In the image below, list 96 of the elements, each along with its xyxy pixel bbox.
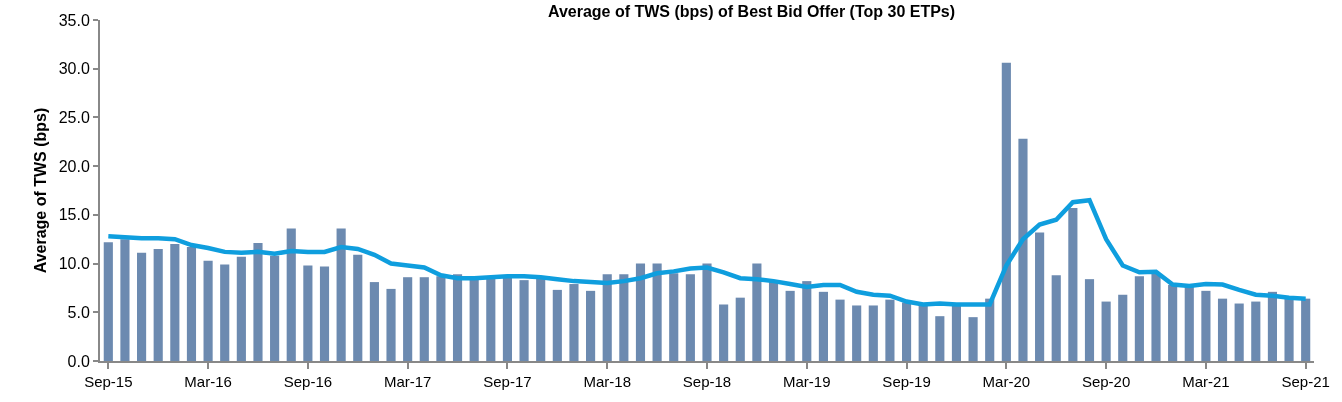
bar xyxy=(968,317,978,361)
bar xyxy=(951,304,962,361)
bar xyxy=(236,256,246,361)
x-tick-label: Sep-16 xyxy=(283,373,333,390)
x-tick-label: Mar-21 xyxy=(1182,373,1230,390)
bar xyxy=(403,277,413,361)
y-tick-label: 0.0 xyxy=(67,352,90,370)
bar xyxy=(186,247,197,361)
x-tick-label: Sep-19 xyxy=(882,373,931,390)
bar xyxy=(203,260,213,361)
y-tick-label: 25.0 xyxy=(58,109,90,127)
bar xyxy=(852,305,862,361)
bar xyxy=(137,252,147,361)
bar xyxy=(486,278,496,361)
bar xyxy=(1168,285,1178,361)
bar xyxy=(153,248,163,361)
x-tick-label: Mar-16 xyxy=(184,373,232,390)
bar xyxy=(1201,290,1211,361)
bar xyxy=(901,302,912,361)
bar xyxy=(935,316,945,361)
bar xyxy=(918,303,928,361)
bar xyxy=(419,277,429,361)
bar xyxy=(1251,301,1261,361)
bar xyxy=(619,274,629,361)
x-tick-label: Sep-17 xyxy=(483,373,532,390)
bar xyxy=(519,280,529,361)
bar xyxy=(685,274,695,361)
bar xyxy=(752,263,762,361)
y-tick-label: 30.0 xyxy=(58,60,90,78)
bar xyxy=(1068,208,1078,361)
bar xyxy=(319,266,330,361)
bar xyxy=(1301,298,1311,361)
bar xyxy=(1284,298,1294,361)
bar xyxy=(386,288,396,361)
bar xyxy=(635,263,646,361)
bar xyxy=(452,274,463,361)
bar xyxy=(669,273,679,361)
bar xyxy=(103,242,113,361)
bar xyxy=(1018,138,1028,361)
bar xyxy=(802,281,812,361)
x-tick-label: Sep-20 xyxy=(1081,373,1131,390)
bar xyxy=(818,291,828,361)
bar xyxy=(1118,294,1128,361)
line-series xyxy=(106,197,1308,307)
x-tick-label: Mar-17 xyxy=(383,373,432,390)
bar xyxy=(436,276,446,361)
x-tick-label: Sep-21 xyxy=(1281,373,1330,390)
bar xyxy=(768,282,779,361)
y-tick-label: 15.0 xyxy=(58,206,90,224)
bar xyxy=(253,243,263,361)
bar xyxy=(602,274,612,361)
x-tick-label: Mar-20 xyxy=(982,373,1031,390)
bar xyxy=(1184,285,1194,361)
bar xyxy=(735,297,745,361)
y-tick-label: 10.0 xyxy=(58,255,90,273)
x-tick-label: Mar-19 xyxy=(783,373,831,390)
bar xyxy=(469,278,479,361)
bar xyxy=(220,264,230,361)
bar xyxy=(719,304,729,361)
y-tick-label: 35.0 xyxy=(58,11,90,29)
x-tick-label: Sep-18 xyxy=(682,373,732,390)
chart-title: Average of TWS (bps) of Best Bid Offer (Top 30 ETPs) xyxy=(547,3,956,21)
bar xyxy=(1234,303,1244,361)
y-tick-label: 20.0 xyxy=(58,157,90,175)
bar xyxy=(552,289,562,361)
bar xyxy=(569,284,579,361)
x-tick-label: Sep-15 xyxy=(84,373,133,390)
bar xyxy=(1101,301,1111,361)
bar xyxy=(1084,279,1095,361)
bar xyxy=(1267,291,1277,361)
bar xyxy=(1151,273,1161,361)
bar xyxy=(353,254,363,361)
bar xyxy=(1134,276,1144,361)
bar xyxy=(586,290,596,361)
bar xyxy=(286,228,296,361)
bar xyxy=(536,278,546,361)
bar xyxy=(1001,62,1011,361)
bar xyxy=(170,244,180,361)
bar xyxy=(336,228,346,361)
bar xyxy=(885,299,895,361)
bar xyxy=(1051,275,1061,361)
y-axis-title: Average of TWS (bps) xyxy=(32,107,50,274)
bar xyxy=(120,239,130,361)
bar xyxy=(1217,298,1228,361)
bar xyxy=(502,277,513,361)
bar xyxy=(785,290,795,361)
y-tick-label: 5.0 xyxy=(67,303,90,321)
bar xyxy=(1035,232,1045,361)
bar xyxy=(270,255,280,361)
bar xyxy=(868,305,878,361)
bar xyxy=(303,265,313,361)
bar xyxy=(702,263,712,361)
bar xyxy=(652,263,662,361)
bar xyxy=(369,282,379,361)
bar xyxy=(835,299,845,361)
x-tick-label: Mar-18 xyxy=(583,373,631,390)
